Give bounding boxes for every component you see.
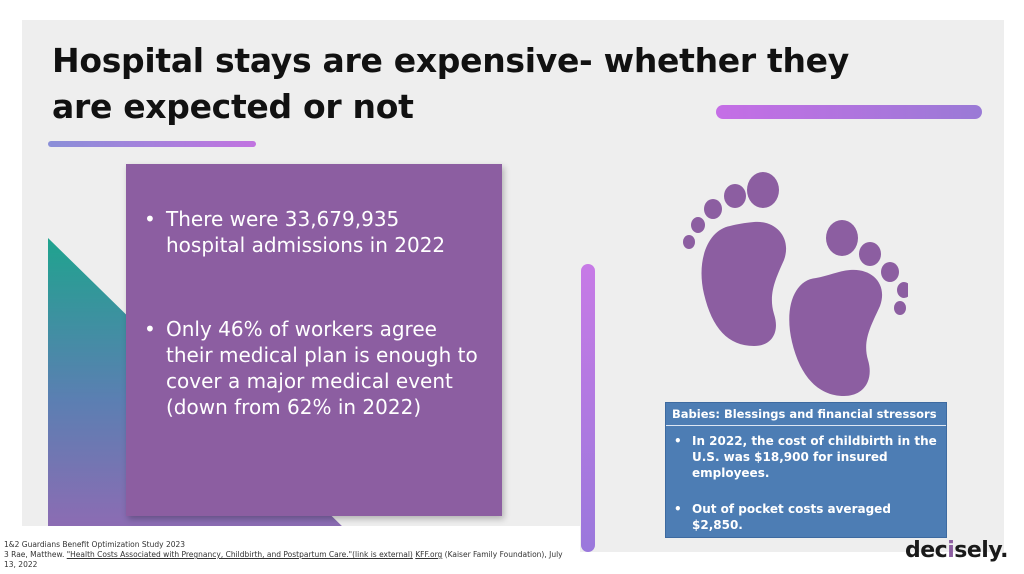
info-box-title: Babies: Blessings and financial stressor… bbox=[672, 407, 937, 421]
info-bullet-childbirth-cost: • In 2022, the cost of childbirth in the… bbox=[674, 434, 937, 480]
slide: Hospital stays are expensive- whether th… bbox=[22, 20, 1004, 552]
title-underline bbox=[48, 141, 256, 147]
bullet-dot: • bbox=[144, 317, 156, 341]
decorative-bar-top-right bbox=[716, 105, 982, 119]
bullet-dot: • bbox=[674, 434, 682, 448]
stats-panel: • There were 33,679,935 hospital admissi… bbox=[126, 164, 502, 516]
footnotes: 1&2 Guardians Benefit Optimization Study… bbox=[0, 526, 580, 574]
stats-bullet-admissions: • There were 33,679,935 hospital admissi… bbox=[144, 207, 446, 257]
decisely-logo: decisely. bbox=[905, 538, 1009, 563]
bullet-dot: • bbox=[674, 502, 682, 516]
slide-title: Hospital stays are expensive- whether th… bbox=[52, 41, 849, 126]
info-bullet-out-of-pocket: • Out of pocket costs averaged $2,850. bbox=[674, 502, 891, 532]
citation-link[interactable]: "Health Costs Associated with Pregnancy,… bbox=[66, 550, 413, 559]
childbirth-info-box: Babies: Blessings and financial stressor… bbox=[665, 402, 947, 538]
stats-bullet-coverage: • Only 46% of workers agree their medica… bbox=[144, 317, 478, 419]
footnote-1: 1&2 Guardians Benefit Optimization Study… bbox=[4, 540, 186, 549]
baby-feet-icon bbox=[683, 172, 908, 396]
decorative-vertical-bar bbox=[581, 264, 595, 552]
bullet-dot: • bbox=[144, 207, 156, 231]
kff-link[interactable]: KFF.org bbox=[415, 550, 443, 559]
info-box-divider bbox=[666, 425, 946, 426]
footnote-2: 3 Rae, Matthew. "Health Costs Associated… bbox=[4, 550, 563, 569]
